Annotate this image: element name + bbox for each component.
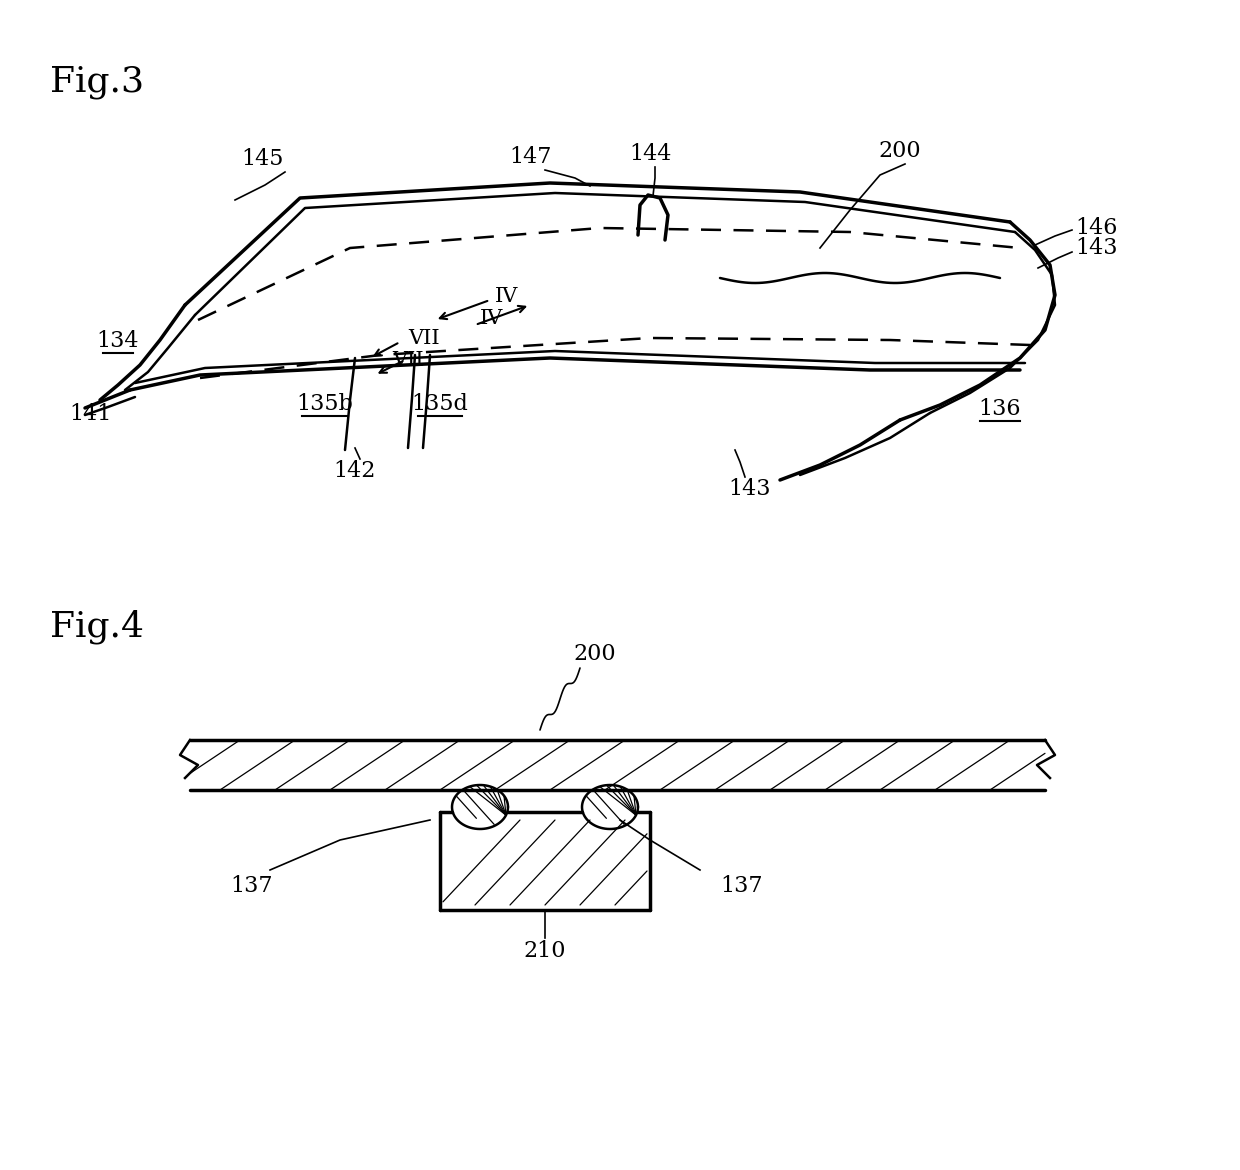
Text: 200: 200 xyxy=(879,140,921,161)
Text: 134: 134 xyxy=(97,330,139,352)
Text: Fig.4: Fig.4 xyxy=(50,610,144,645)
Text: VII: VII xyxy=(408,329,440,347)
Text: 142: 142 xyxy=(334,460,376,482)
Text: 146: 146 xyxy=(1075,216,1117,239)
Text: 144: 144 xyxy=(629,143,671,165)
Text: 143: 143 xyxy=(729,479,771,500)
Text: 145: 145 xyxy=(241,147,283,170)
Text: 210: 210 xyxy=(523,940,567,962)
Text: IV: IV xyxy=(495,288,518,307)
Text: 147: 147 xyxy=(508,146,552,168)
Text: 137: 137 xyxy=(720,875,763,897)
Text: 135d: 135d xyxy=(412,393,469,415)
Text: IV: IV xyxy=(480,309,503,328)
Text: 200: 200 xyxy=(574,644,616,665)
Text: 141: 141 xyxy=(68,402,112,425)
Text: 135b: 135b xyxy=(296,393,353,415)
Text: 136: 136 xyxy=(978,398,1022,420)
Text: Fig.3: Fig.3 xyxy=(50,66,144,99)
Text: 143: 143 xyxy=(1075,238,1117,259)
Text: VII: VII xyxy=(392,351,424,370)
Text: 137: 137 xyxy=(231,875,273,897)
